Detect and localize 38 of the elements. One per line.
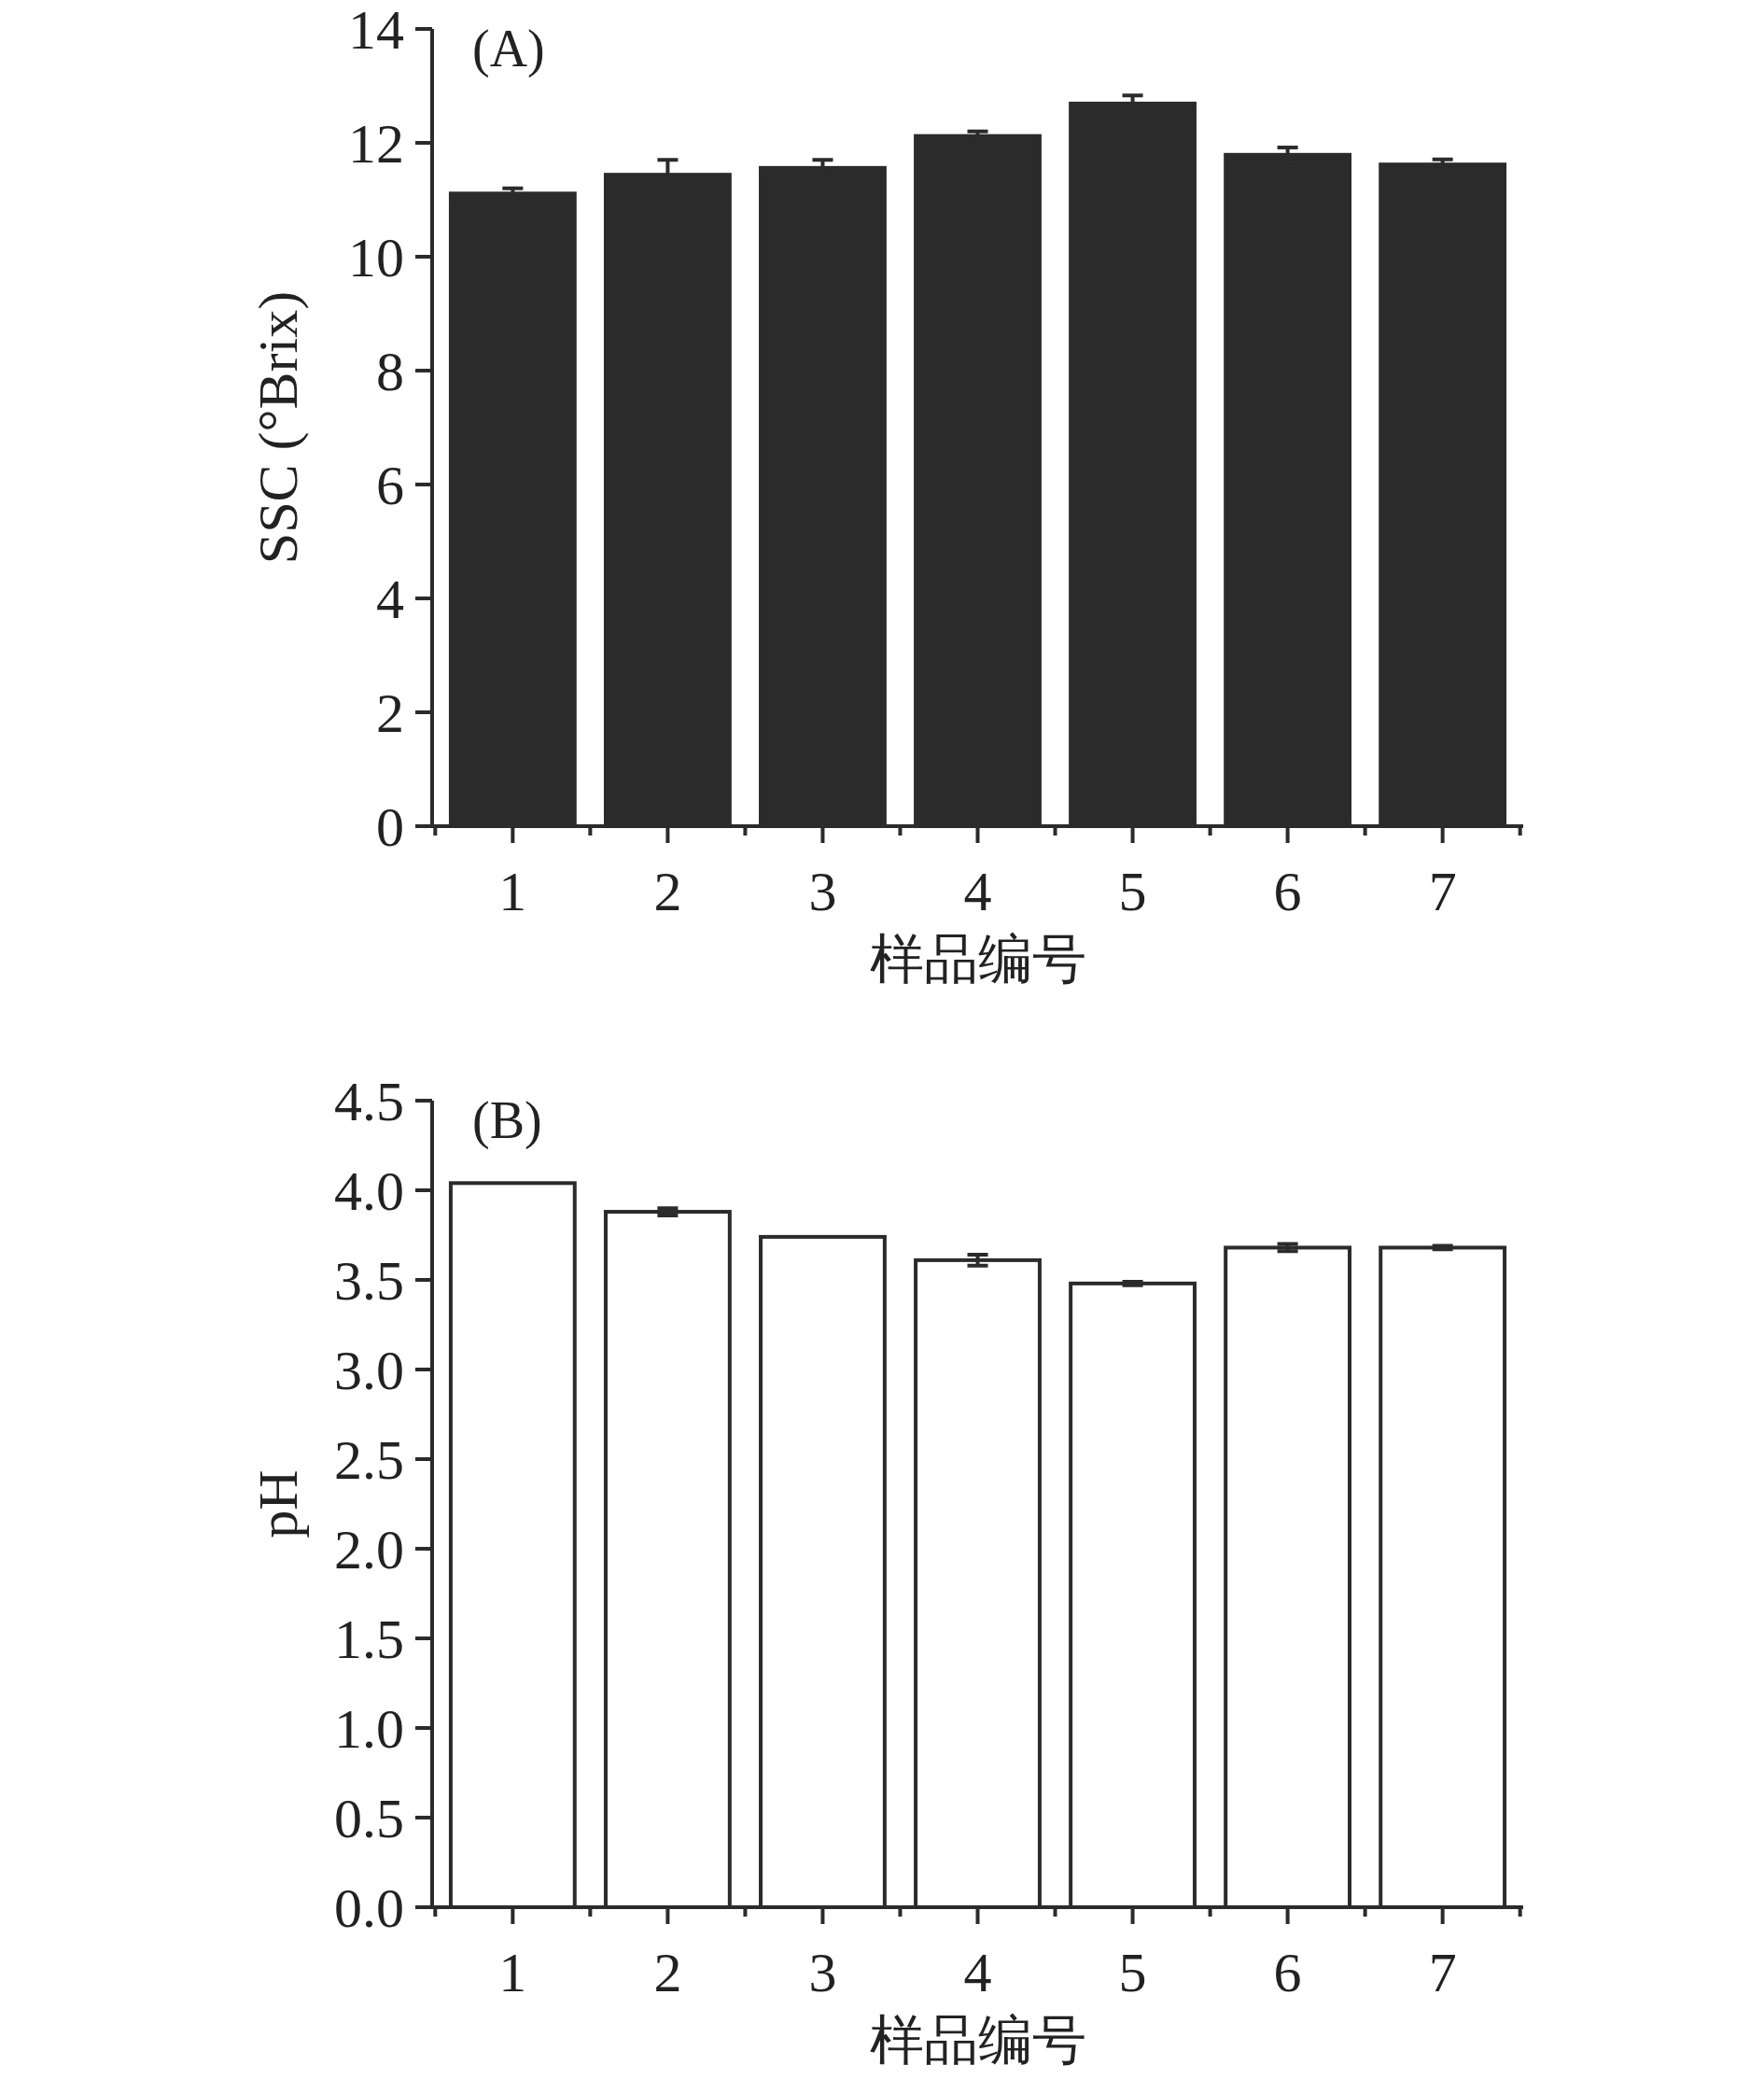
x-tick-label: 6	[1273, 1942, 1302, 2003]
x-tick-label: 5	[1118, 861, 1147, 922]
x-tick-label: 2	[653, 1942, 682, 2003]
y-tick-label: 8	[376, 341, 404, 402]
x-tick-label: 5	[1118, 1942, 1147, 2003]
y-tick-label: 0.5	[334, 1788, 404, 1849]
chart-title: (A)	[472, 20, 545, 78]
y-tick-label: 0.0	[334, 1877, 404, 1939]
y-tick-label: 1.5	[334, 1608, 404, 1670]
x-tick-label: 3	[808, 1942, 837, 2003]
y-tick-label: 4.5	[334, 1071, 404, 1132]
chart-title: (B)	[472, 1091, 542, 1150]
y-tick-label: 3.0	[334, 1340, 404, 1401]
x-tick-label: 7	[1428, 1942, 1457, 2003]
y-tick-label: 2	[376, 682, 404, 744]
y-tick-label: 3.5	[334, 1250, 404, 1312]
x-tick-label: 1	[498, 861, 527, 922]
x-tick-label: 7	[1428, 861, 1457, 922]
x-tick-label: 4	[963, 1942, 992, 2003]
y-tick-label: 1.0	[334, 1698, 404, 1760]
y-tick-label: 6	[376, 455, 404, 516]
y-tick-label: 14	[348, 0, 404, 61]
y-tick-label: 2.0	[334, 1519, 404, 1580]
y-tick-label: 10	[348, 227, 404, 288]
y-tick-label: 4	[376, 569, 404, 630]
y-tick-label: 0	[376, 796, 404, 858]
x-tick-label: 4	[963, 861, 992, 922]
x-axis-title: 样品编号	[869, 929, 1086, 990]
y-axis-title: SSC (°Brix)	[247, 290, 309, 565]
y-tick-label: 2.5	[334, 1429, 404, 1491]
x-axis-title: 样品编号	[869, 2010, 1086, 2071]
x-tick-label: 3	[808, 861, 837, 922]
x-tick-label: 6	[1273, 861, 1302, 922]
y-tick-label: 12	[348, 113, 404, 175]
y-tick-label: 4.0	[334, 1160, 404, 1222]
y-axis-title: pH	[247, 1469, 309, 1538]
x-tick-label: 1	[498, 1942, 527, 2003]
x-tick-label: 2	[653, 861, 682, 922]
